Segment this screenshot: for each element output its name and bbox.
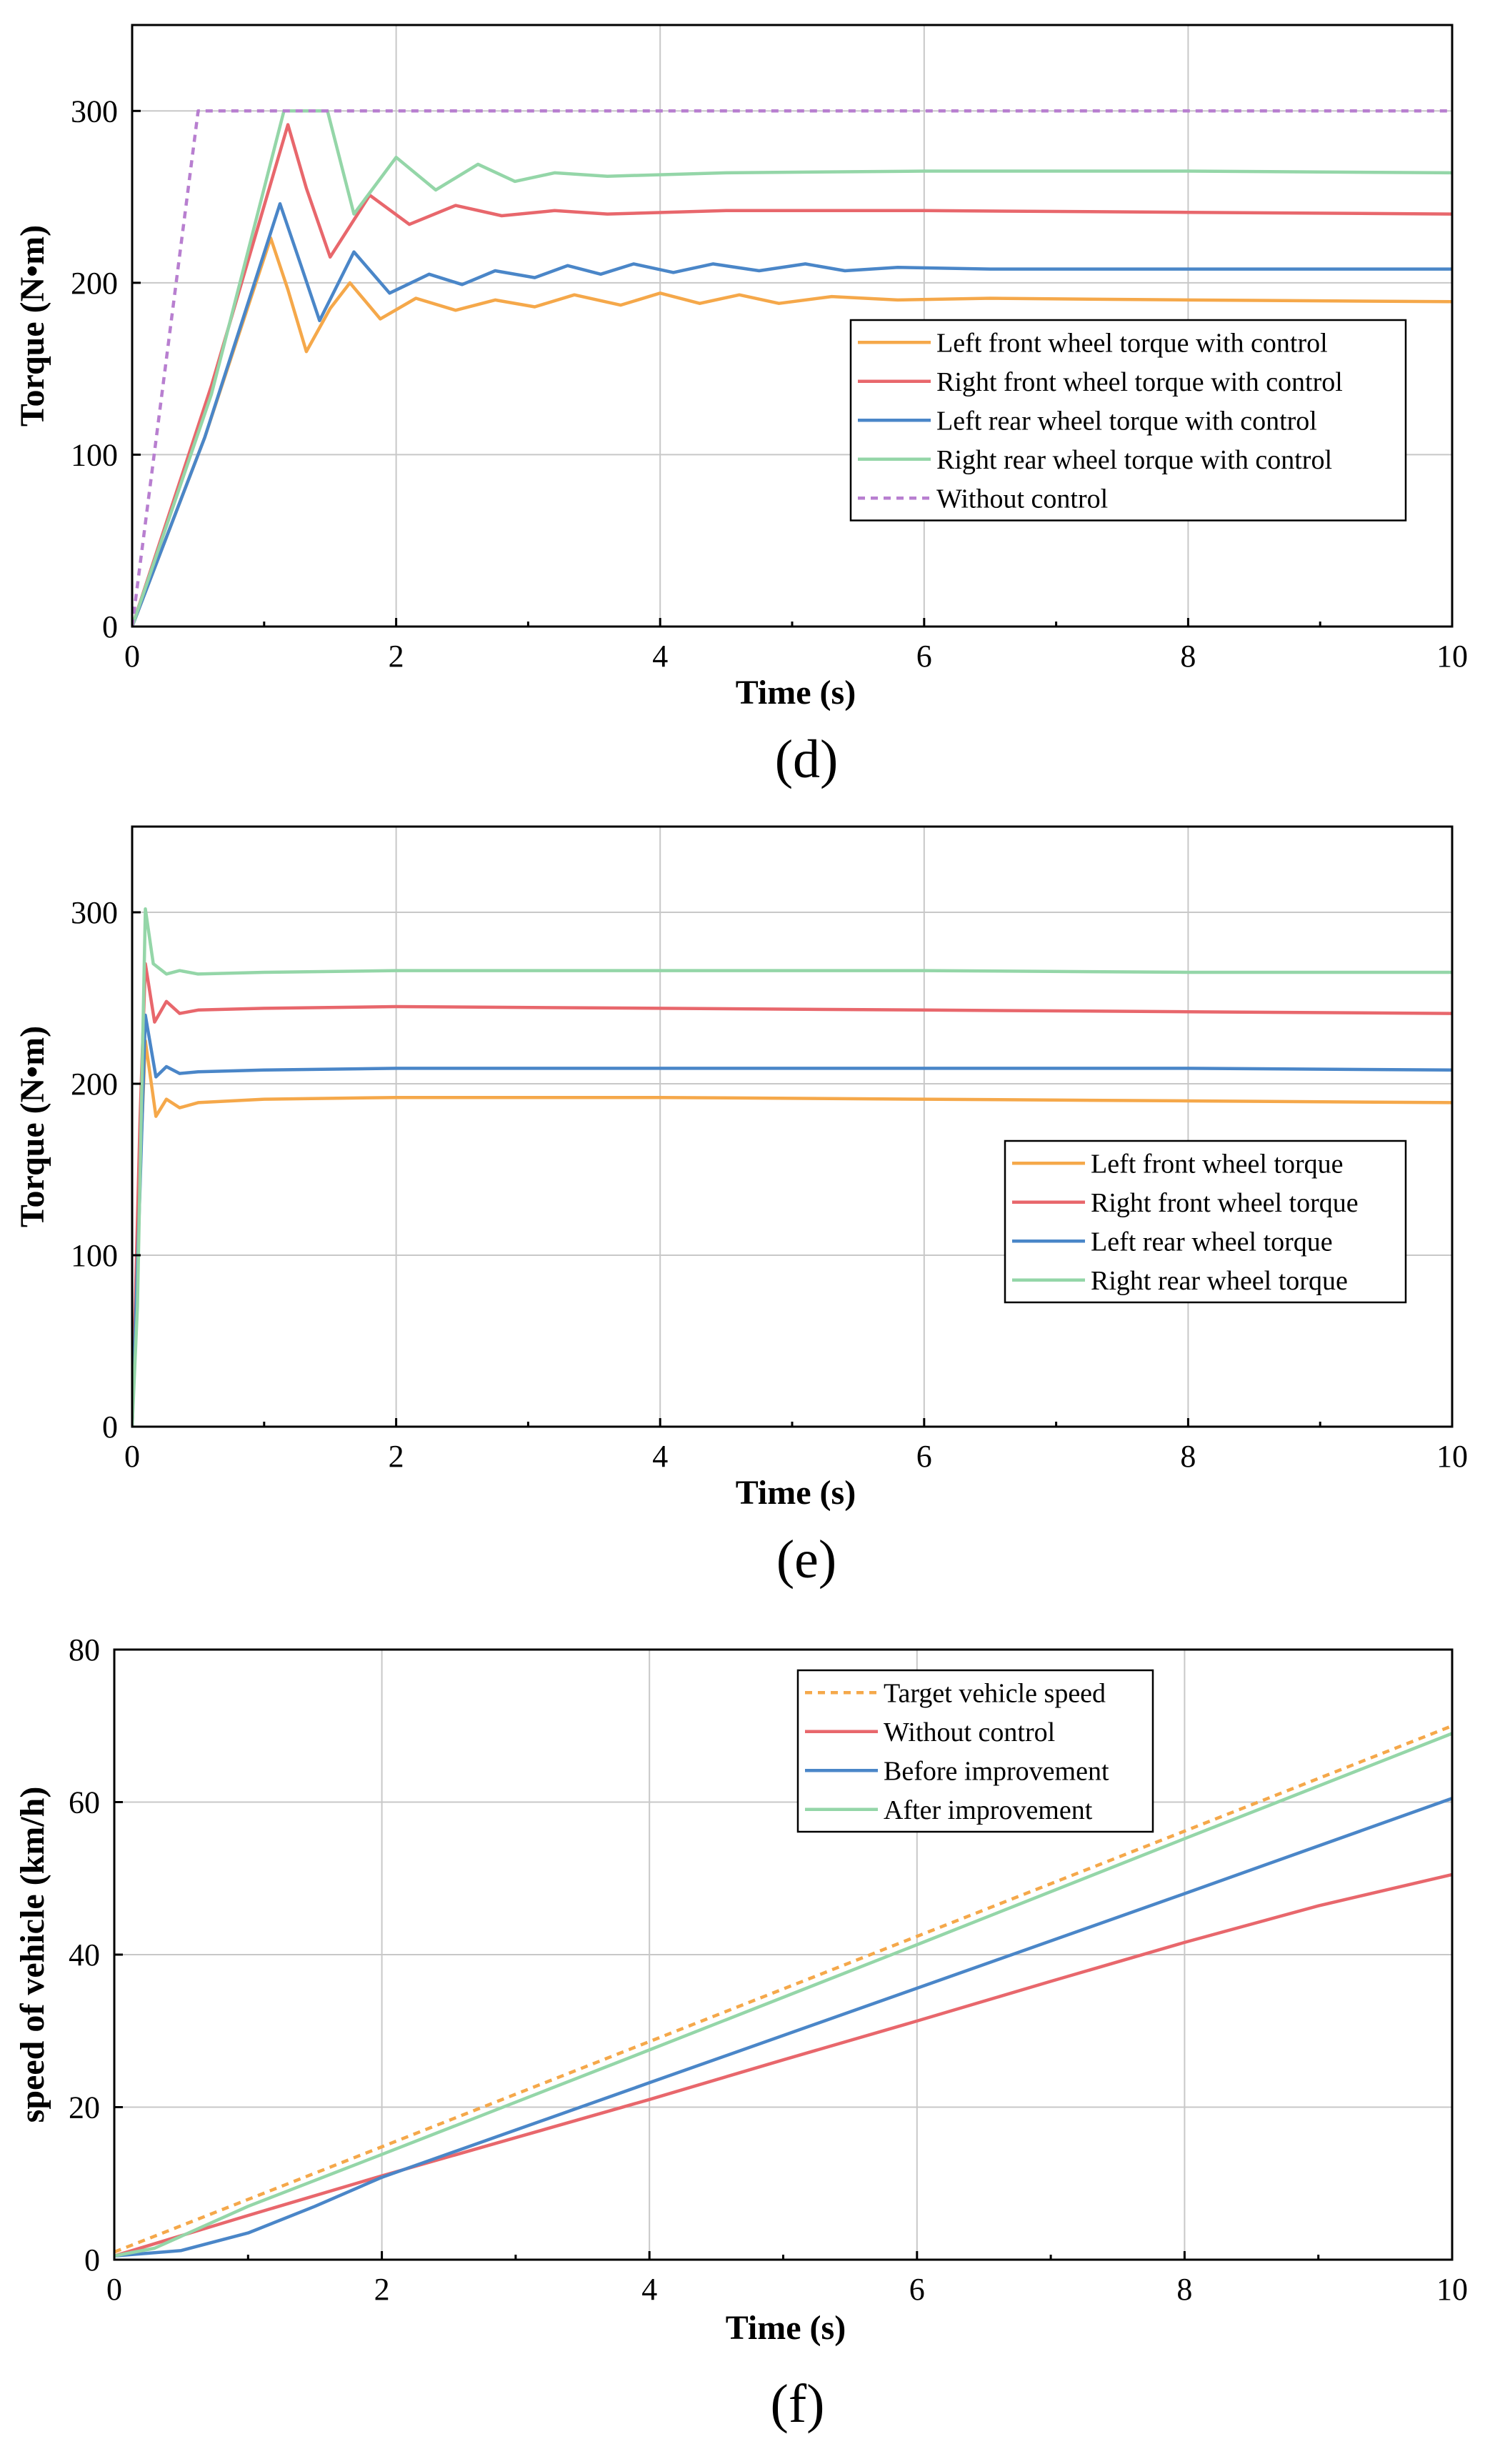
panel-label: (e): [776, 1530, 836, 1590]
y-tick-label: 40: [69, 1937, 100, 1972]
legend-label: Left front wheel torque: [1091, 1149, 1343, 1179]
legend-label: Without control: [936, 484, 1108, 514]
series-group: [132, 109, 1452, 627]
y-tick-label: 200: [71, 1067, 118, 1102]
series-line-5: [132, 109, 1452, 627]
x-axis-title: Time (s): [726, 2309, 846, 2347]
legend-label: Left rear wheel torque: [1091, 1227, 1333, 1257]
series-line-4: [114, 1732, 1452, 2258]
x-tick-label: 8: [1180, 1439, 1196, 1474]
legend-label: Left front wheel torque with control: [936, 328, 1328, 358]
legend-label: Left rear wheel torque with control: [936, 406, 1317, 436]
x-tick-label: 6: [909, 2272, 925, 2307]
x-tick-label: 4: [641, 2272, 657, 2307]
legend-box: [1004, 1139, 1407, 1304]
legend-label: After improvement: [884, 1795, 1093, 1825]
series-line-2: [114, 1872, 1452, 2258]
x-tick-label: 8: [1180, 639, 1196, 674]
series-line-1: [114, 1724, 1452, 2254]
y-tick-label: 0: [102, 609, 118, 644]
x-axis-title: Time (s): [736, 1474, 856, 1512]
y-tick-label: 80: [69, 1632, 100, 1667]
x-tick-label: 0: [124, 639, 140, 674]
y-tick-label: 0: [84, 2243, 100, 2278]
x-tick-label: 10: [1436, 639, 1468, 674]
legend: Left front wheel torque Right front wheel…: [1004, 1139, 1407, 1304]
legend-label: Right rear wheel torque: [1091, 1266, 1348, 1296]
legend: Left front wheel torque with control Righ…: [849, 319, 1407, 522]
series-group: [132, 907, 1452, 1427]
x-tick-label: 4: [652, 639, 668, 674]
y-tick-label: 100: [71, 1238, 118, 1273]
x-tick-label: 10: [1436, 1439, 1468, 1474]
y-tick-label: 300: [71, 895, 118, 930]
series-line-2: [132, 123, 1452, 627]
y-axis-title: speed of vehicle (km/h): [14, 1787, 51, 2123]
y-tick-label: 300: [71, 94, 118, 129]
panel-label: (d): [775, 729, 839, 789]
series-group: [114, 1724, 1452, 2258]
x-tick-label: 8: [1176, 2272, 1192, 2307]
plot-frame: [131, 825, 1454, 1428]
series-line-3: [114, 1796, 1452, 2258]
x-tick-label: 4: [652, 1439, 668, 1474]
x-tick-label: 2: [389, 1439, 404, 1474]
legend-label: Before improvement: [884, 1756, 1109, 1786]
series-line-4: [132, 907, 1452, 1427]
legend-box: [849, 319, 1407, 522]
y-axis-title: Torque (N•m): [14, 1026, 51, 1227]
x-tick-label: 0: [106, 2272, 122, 2307]
y-tick-label: 100: [71, 437, 118, 472]
x-tick-label: 2: [374, 2272, 390, 2307]
legend-label: Right rear wheel torque with control: [936, 445, 1332, 475]
y-tick-label: 20: [69, 2090, 100, 2125]
chart-panel-f: 0 2 4 6 8 10 0 20 40 60 80 Time (s) speed of vehicle…: [14, 1632, 1468, 2434]
x-axis-title: Time (s): [736, 674, 856, 712]
panel-label: (f): [771, 2374, 825, 2434]
x-tick-label: 0: [124, 1439, 140, 1474]
series-line-3: [132, 201, 1452, 627]
x-tick-label: 6: [916, 1439, 932, 1474]
legend-label: Without control: [884, 1717, 1055, 1747]
x-tick-label: 6: [916, 639, 932, 674]
y-tick-label: 0: [102, 1410, 118, 1445]
legend: Target vehicle speed Without control Befor…: [796, 1669, 1154, 1833]
legend-label: Right front wheel torque with control: [936, 367, 1343, 397]
x-tick-label: 2: [389, 639, 404, 674]
legend-label: Target vehicle speed: [884, 1678, 1106, 1708]
y-tick-label: 60: [69, 1785, 100, 1820]
series-line-1: [132, 236, 1452, 627]
y-tick-label: 200: [71, 266, 118, 301]
legend-label: Right front wheel torque: [1091, 1188, 1359, 1218]
series-line-3: [132, 1013, 1452, 1427]
legend-box: [796, 1669, 1154, 1833]
x-tick-label: 10: [1436, 2272, 1468, 2307]
y-axis-title: Torque (N•m): [14, 225, 51, 427]
